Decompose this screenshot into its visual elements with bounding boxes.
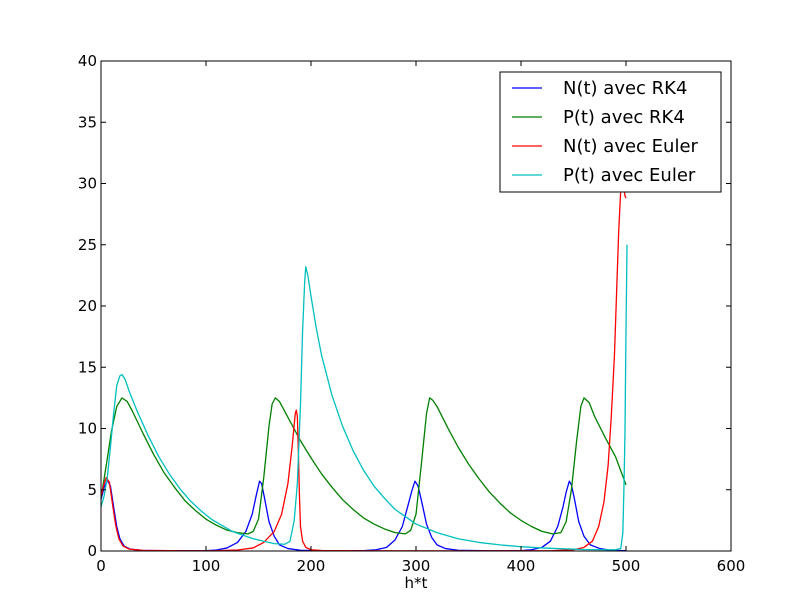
ticks-layer: 0 100 200 300 400 500 600 0 5 10 15 20 25 30 35 40	[78, 52, 745, 575]
y-tick-label: 30	[78, 175, 97, 193]
y-tick-label: 5	[87, 481, 97, 499]
y-tick-label: 15	[78, 358, 97, 376]
legend-label: N(t) avec RK4	[563, 78, 687, 99]
x-axis-label: h*t	[405, 574, 428, 592]
y-tick-label: 35	[78, 113, 97, 131]
x-tick-label: 200	[297, 557, 326, 575]
y-tick-label: 40	[78, 52, 97, 70]
legend-entries: N(t) avec RK4 P(t) avec RK4 N(t) avec Eule…	[512, 78, 699, 186]
x-tick-label: 600	[717, 557, 746, 575]
x-tick-label: 500	[612, 557, 641, 575]
y-tick-label: 10	[78, 420, 97, 438]
series-line-4	[101, 244, 628, 551]
x-tick-label: 400	[507, 557, 536, 575]
legend-label: P(t) avec RK4	[563, 107, 685, 128]
x-tick-label: 300	[402, 557, 431, 575]
legend: N(t) avec RK4 P(t) avec RK4 N(t) avec Eule…	[499, 71, 722, 193]
series-line-3	[101, 176, 627, 551]
legend-box	[499, 71, 722, 193]
y-tick-label: 25	[78, 236, 97, 254]
x-tick-label: 0	[96, 557, 106, 575]
x-tick-label: 100	[192, 557, 221, 575]
series-line-2	[101, 397, 627, 535]
legend-label: P(t) avec Euler	[563, 165, 696, 186]
y-tick-label: 0	[87, 542, 97, 560]
legend-label: N(t) avec Euler	[563, 136, 699, 157]
y-tick-label: 20	[78, 297, 97, 315]
